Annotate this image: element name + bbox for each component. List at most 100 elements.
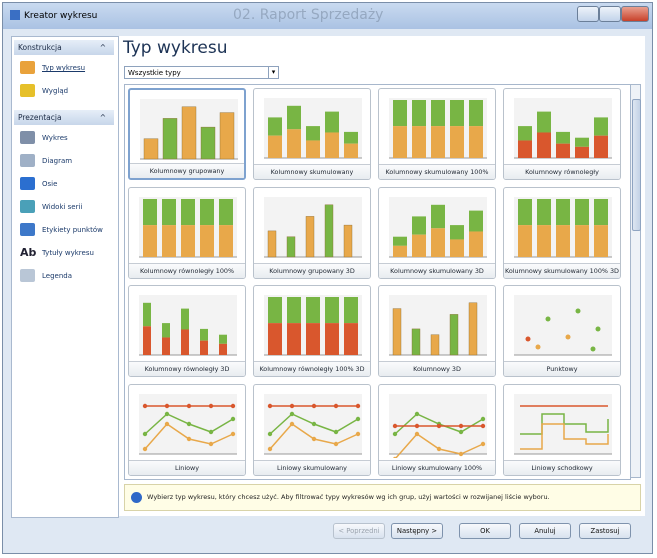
chart-type-tile[interactable]: Kolumnowy równoległy	[503, 88, 621, 180]
scrollbar[interactable]	[630, 84, 641, 478]
thumb-bar	[306, 297, 320, 324]
thumb-bar	[431, 126, 445, 158]
tile-label: Kolumnowy 3D	[379, 361, 495, 376]
dialog-button[interactable]: Następny >	[391, 523, 443, 539]
thumb-bar	[412, 100, 426, 127]
dialog-button[interactable]: Anuluj	[519, 523, 571, 539]
chart-type-tile[interactable]: Liniowy skumulowany	[253, 383, 371, 476]
thumb-point	[311, 403, 317, 408]
thumb-point	[565, 334, 571, 340]
thumb-bar	[268, 117, 282, 136]
tile-thumbnail	[514, 98, 612, 159]
thumb-bar	[343, 224, 353, 257]
nav-item[interactable]: Osie	[20, 176, 57, 192]
chart-type-tile[interactable]: Kolumnowy równoległy 3D	[128, 285, 246, 377]
tile-label: Kolumnowy skumulowany 3D	[379, 262, 495, 278]
title-bar: Kreator wykresu 02. Raport Sprzedaży	[3, 3, 652, 29]
tile-thumbnail	[139, 295, 237, 356]
thumb-point	[164, 421, 170, 426]
tile-thumbnail	[514, 295, 612, 356]
dialog-button[interactable]: Zastosuj	[579, 523, 631, 539]
dialog-button: < Poprzedni	[333, 523, 385, 539]
chart-type-tile[interactable]: Kolumnowy równoległy 100%	[128, 186, 246, 279]
chart-type-grid: Kolumnowy grupowany Kolumnowy skumulowany…	[124, 84, 631, 480]
thumb-bar	[162, 224, 176, 257]
thumb-bar	[324, 204, 334, 257]
thumb-point	[355, 403, 361, 408]
scroll-thumb[interactable]	[632, 99, 641, 231]
dialog-button[interactable]: OK	[459, 523, 511, 539]
thumb-bar	[412, 126, 426, 158]
thumb-point	[208, 429, 214, 434]
thumb-backdrop	[514, 295, 612, 355]
chart-type-tile[interactable]: Kolumnowy 3D	[378, 285, 496, 377]
nav-item[interactable]: Ab Tytuły wykresu	[20, 245, 94, 261]
chart-type-tile[interactable]: Liniowy schodkowy	[503, 383, 621, 476]
nav-item[interactable]: Typ wykresu	[20, 60, 85, 76]
nav-item[interactable]: Wykres	[20, 130, 68, 146]
nav-item[interactable]: Widoki serii	[20, 199, 82, 215]
chart-type-tile[interactable]: Kolumnowy skumulowany 100%	[378, 88, 496, 180]
thumb-point	[436, 423, 442, 428]
thumb-point	[142, 446, 148, 451]
thumb-point	[480, 441, 486, 446]
thumb-bar	[344, 131, 358, 144]
tile-thumbnail	[264, 295, 362, 356]
nav-icon	[20, 84, 35, 97]
nav-icon	[20, 269, 35, 282]
tile-thumbnail	[264, 393, 362, 454]
filter-dropdown[interactable]: Wszystkie typy	[124, 66, 279, 79]
chart-type-tile[interactable]: Liniowy	[128, 383, 246, 476]
thumb-point	[590, 346, 596, 352]
chart-type-tile[interactable]: Kolumnowy grupowany 3D	[253, 186, 371, 279]
chart-type-tile[interactable]: Punktowy	[503, 285, 621, 377]
thumb-point	[230, 416, 236, 421]
thumb-bar	[594, 117, 608, 136]
thumb-bar	[450, 238, 464, 257]
chart-type-tile[interactable]: Kolumnowy grupowany	[128, 88, 246, 180]
nav-icon	[20, 200, 35, 213]
thumb-bar	[537, 224, 551, 257]
minimize-button[interactable]	[577, 6, 599, 22]
thumb-point	[289, 421, 295, 426]
thumb-bar	[306, 140, 320, 158]
thumb-bar	[162, 337, 170, 355]
nav-icon	[20, 154, 35, 167]
maximize-button[interactable]	[599, 6, 621, 22]
thumb-bar	[287, 323, 301, 355]
thumb-bar	[219, 112, 235, 160]
nav-icon	[20, 61, 35, 74]
thumb-bar	[162, 323, 170, 338]
thumb-point	[355, 416, 361, 421]
thumb-bar	[325, 297, 339, 324]
thumb-bar	[181, 308, 189, 330]
chart-type-tile[interactable]: Kolumnowy skumulowany 3D	[378, 186, 496, 279]
thumb-point	[480, 416, 486, 421]
nav-item[interactable]: Diagram	[20, 153, 72, 169]
nav-icon: Ab	[20, 246, 37, 259]
tile-thumbnail	[389, 98, 487, 159]
chart-type-tile[interactable]: Liniowy skumulowany 100%	[378, 383, 496, 476]
thumb-bar	[537, 132, 551, 158]
nav-item[interactable]: Legenda	[20, 268, 72, 284]
thumb-bar	[393, 245, 407, 257]
nav-item[interactable]: Etykiety punktów	[20, 222, 103, 238]
thumb-line	[520, 422, 609, 450]
thumb-point	[458, 429, 464, 434]
chart-type-tile[interactable]: Kolumnowy skumulowany	[253, 88, 371, 180]
thumb-bar	[344, 297, 358, 324]
thumb-point	[208, 403, 214, 408]
thumb-bar	[393, 100, 407, 127]
section-header[interactable]: Konstrukcja	[14, 40, 114, 55]
nav-item[interactable]: Wygląd	[20, 83, 68, 99]
nav-label: Wygląd	[42, 87, 69, 95]
chart-type-tile[interactable]: Kolumnowy równoległy 100% 3D	[253, 285, 371, 377]
thumb-bar	[325, 111, 339, 133]
thumb-bar	[200, 126, 216, 160]
section-header[interactable]: Prezentacja	[14, 110, 114, 125]
thumb-point	[458, 451, 464, 456]
close-button[interactable]	[621, 6, 649, 22]
thumb-bar	[594, 135, 608, 158]
chart-type-tile[interactable]: Kolumnowy skumulowany 100% 3D	[503, 186, 621, 279]
thumb-bar	[181, 198, 195, 225]
